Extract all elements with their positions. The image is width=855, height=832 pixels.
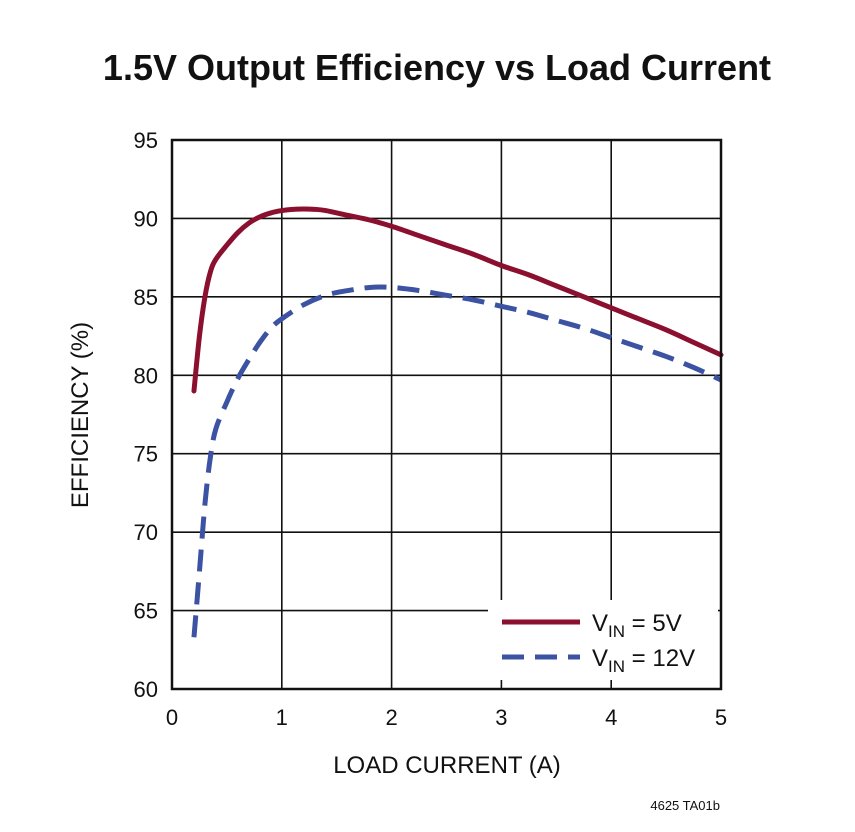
x-axis-label: LOAD CURRENT (A) — [333, 752, 561, 779]
series-line-vin-12v — [191, 284, 723, 638]
x-tick-label: 4 — [605, 705, 617, 730]
legend-background — [488, 600, 718, 680]
x-tick-labels: 0 1 2 3 4 5 — [166, 705, 727, 730]
y-tick-label: 75 — [134, 442, 158, 467]
legend-label-rest: = 12V — [625, 645, 695, 672]
x-tick-label: 5 — [715, 705, 727, 730]
legend-label-main: V — [592, 610, 608, 637]
y-tick-label: 80 — [134, 363, 158, 388]
legend-entry: VIN = 12V — [592, 645, 695, 676]
y-tick-label: 95 — [134, 128, 158, 153]
y-tick-label: 60 — [134, 677, 158, 702]
figure-footnote: 4625 TA01b — [650, 798, 720, 813]
x-tick-label: 0 — [166, 705, 178, 730]
y-tick-label: 85 — [134, 285, 158, 310]
x-tick-label: 2 — [385, 705, 397, 730]
legend-label-subscript: IN — [608, 622, 625, 641]
series-line-vin-5v — [191, 206, 724, 394]
x-tick-label: 3 — [495, 705, 507, 730]
legend-label-subscript: IN — [608, 657, 625, 676]
x-tick-label: 1 — [276, 705, 288, 730]
y-tick-label: 70 — [134, 520, 158, 545]
legend-label-main: V — [592, 645, 608, 672]
chart-title: 1.5V Output Efficiency vs Load Current — [103, 47, 771, 88]
y-axis-label: EFFICIENCY (%) — [67, 322, 94, 508]
y-tick-labels: 60 65 70 75 80 85 90 95 — [134, 128, 158, 702]
series-lines — [191, 206, 724, 638]
legend-label-rest: = 5V — [625, 610, 682, 637]
y-tick-label: 90 — [134, 206, 158, 231]
y-tick-label: 65 — [134, 599, 158, 624]
legend-entry: VIN = 5V — [592, 610, 682, 641]
plot-frame — [170, 138, 723, 691]
